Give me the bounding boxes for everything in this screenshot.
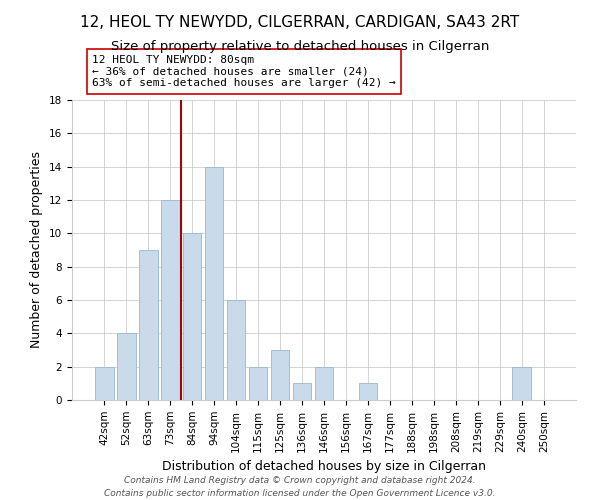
- Bar: [205, 166, 223, 400]
- Y-axis label: Number of detached properties: Number of detached properties: [31, 152, 43, 348]
- Text: 12 HEOL TY NEWYDD: 80sqm
← 36% of detached houses are smaller (24)
63% of semi-d: 12 HEOL TY NEWYDD: 80sqm ← 36% of detach…: [92, 55, 396, 88]
- X-axis label: Distribution of detached houses by size in Cilgerran: Distribution of detached houses by size …: [162, 460, 486, 473]
- Bar: [293, 384, 311, 400]
- Text: Contains public sector information licensed under the Open Government Licence v3: Contains public sector information licen…: [104, 488, 496, 498]
- Text: Contains HM Land Registry data © Crown copyright and database right 2024.: Contains HM Land Registry data © Crown c…: [124, 476, 476, 485]
- Bar: [359, 384, 377, 400]
- Bar: [95, 366, 113, 400]
- Bar: [117, 334, 136, 400]
- Bar: [512, 366, 531, 400]
- Bar: [183, 234, 202, 400]
- Bar: [314, 366, 334, 400]
- Text: 12, HEOL TY NEWYDD, CILGERRAN, CARDIGAN, SA43 2RT: 12, HEOL TY NEWYDD, CILGERRAN, CARDIGAN,…: [80, 15, 520, 30]
- Bar: [249, 366, 268, 400]
- Bar: [139, 250, 158, 400]
- Bar: [161, 200, 179, 400]
- Bar: [227, 300, 245, 400]
- Text: Size of property relative to detached houses in Cilgerran: Size of property relative to detached ho…: [111, 40, 489, 53]
- Bar: [271, 350, 289, 400]
